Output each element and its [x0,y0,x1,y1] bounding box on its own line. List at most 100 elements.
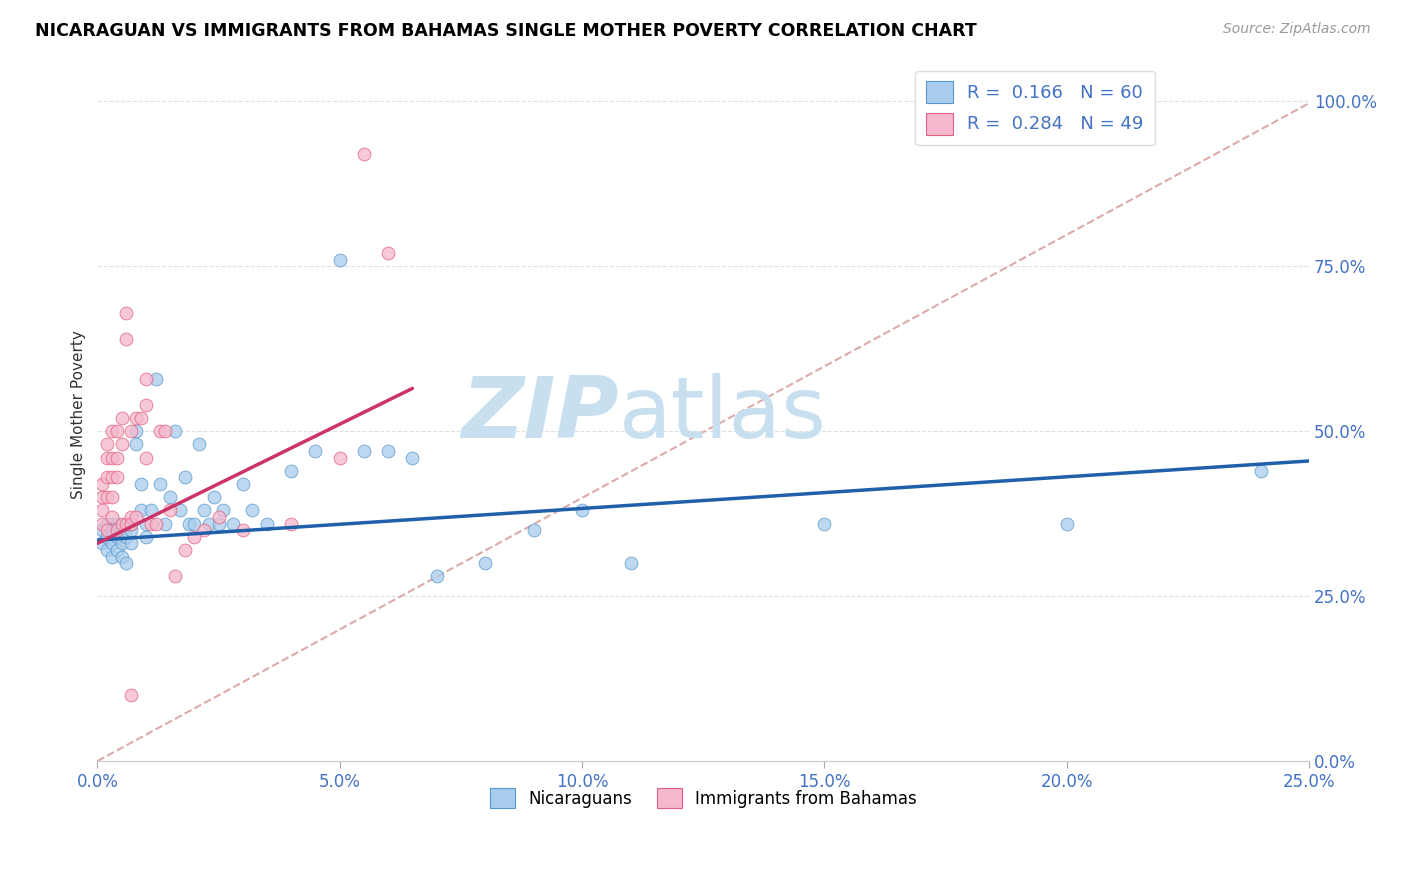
Point [125,510,148,524]
Point [135,516,157,531]
Point [110,411,132,425]
Text: ZIP: ZIP [461,373,619,457]
Point [120,516,142,531]
Point [207,516,229,531]
Point [91,516,114,531]
Point [135,530,157,544]
Point [101,510,124,524]
Point [173,543,195,558]
Point [96,543,118,558]
Point [183,516,205,531]
Point [110,516,132,531]
Point [135,398,157,412]
Point [105,523,128,537]
Point [256,516,278,531]
Y-axis label: Single Mother Poverty: Single Mother Poverty [72,330,86,500]
Point [96,470,118,484]
Point [280,516,302,531]
Point [91,536,114,550]
Point [193,503,215,517]
Point [813,516,835,531]
Point [179,516,201,531]
Point [377,246,399,260]
Point [169,503,191,517]
Text: Source: ZipAtlas.com: Source: ZipAtlas.com [1223,22,1371,37]
Point [110,549,132,564]
Point [202,490,225,504]
Point [129,503,152,517]
Point [120,688,142,702]
Point [353,147,375,161]
Point [353,444,375,458]
Point [101,425,124,439]
Point [198,516,221,531]
Point [212,503,235,517]
Point [120,510,142,524]
Point [120,516,142,531]
Point [101,450,124,465]
Point [149,425,172,439]
Point [183,530,205,544]
Point [193,523,215,537]
Point [101,536,124,550]
Point [101,470,124,484]
Point [101,516,124,531]
Point [129,477,152,491]
Point [91,477,114,491]
Point [110,523,132,537]
Point [474,556,496,570]
Point [159,490,181,504]
Point [129,411,152,425]
Point [145,371,167,385]
Point [115,332,138,346]
Point [105,543,128,558]
Point [149,477,172,491]
Point [329,450,352,465]
Point [242,503,264,517]
Point [207,510,229,524]
Point [101,523,124,537]
Point [110,536,132,550]
Point [222,516,245,531]
Point [304,444,326,458]
Point [1250,464,1272,478]
Point [120,425,142,439]
Point [280,464,302,478]
Point [91,503,114,517]
Point [96,523,118,537]
Point [91,523,114,537]
Point [401,450,423,465]
Point [163,569,186,583]
Point [135,450,157,465]
Point [91,490,114,504]
Point [96,437,118,451]
Point [377,444,399,458]
Point [125,425,148,439]
Point [232,523,254,537]
Point [1056,516,1078,531]
Point [120,536,142,550]
Point [135,371,157,385]
Point [105,450,128,465]
Point [188,437,211,451]
Point [105,530,128,544]
Point [522,523,544,537]
Point [145,516,167,531]
Point [105,470,128,484]
Point [619,556,641,570]
Point [329,252,352,267]
Point [115,556,138,570]
Point [96,490,118,504]
Point [155,425,177,439]
Point [110,437,132,451]
Point [105,516,128,531]
Point [173,470,195,484]
Point [426,569,449,583]
Point [125,411,148,425]
Point [139,503,162,517]
Point [96,450,118,465]
Legend: Nicaraguans, Immigrants from Bahamas: Nicaraguans, Immigrants from Bahamas [484,781,924,815]
Text: NICARAGUAN VS IMMIGRANTS FROM BAHAMAS SINGLE MOTHER POVERTY CORRELATION CHART: NICARAGUAN VS IMMIGRANTS FROM BAHAMAS SI… [35,22,977,40]
Text: atlas: atlas [619,373,827,457]
Point [101,490,124,504]
